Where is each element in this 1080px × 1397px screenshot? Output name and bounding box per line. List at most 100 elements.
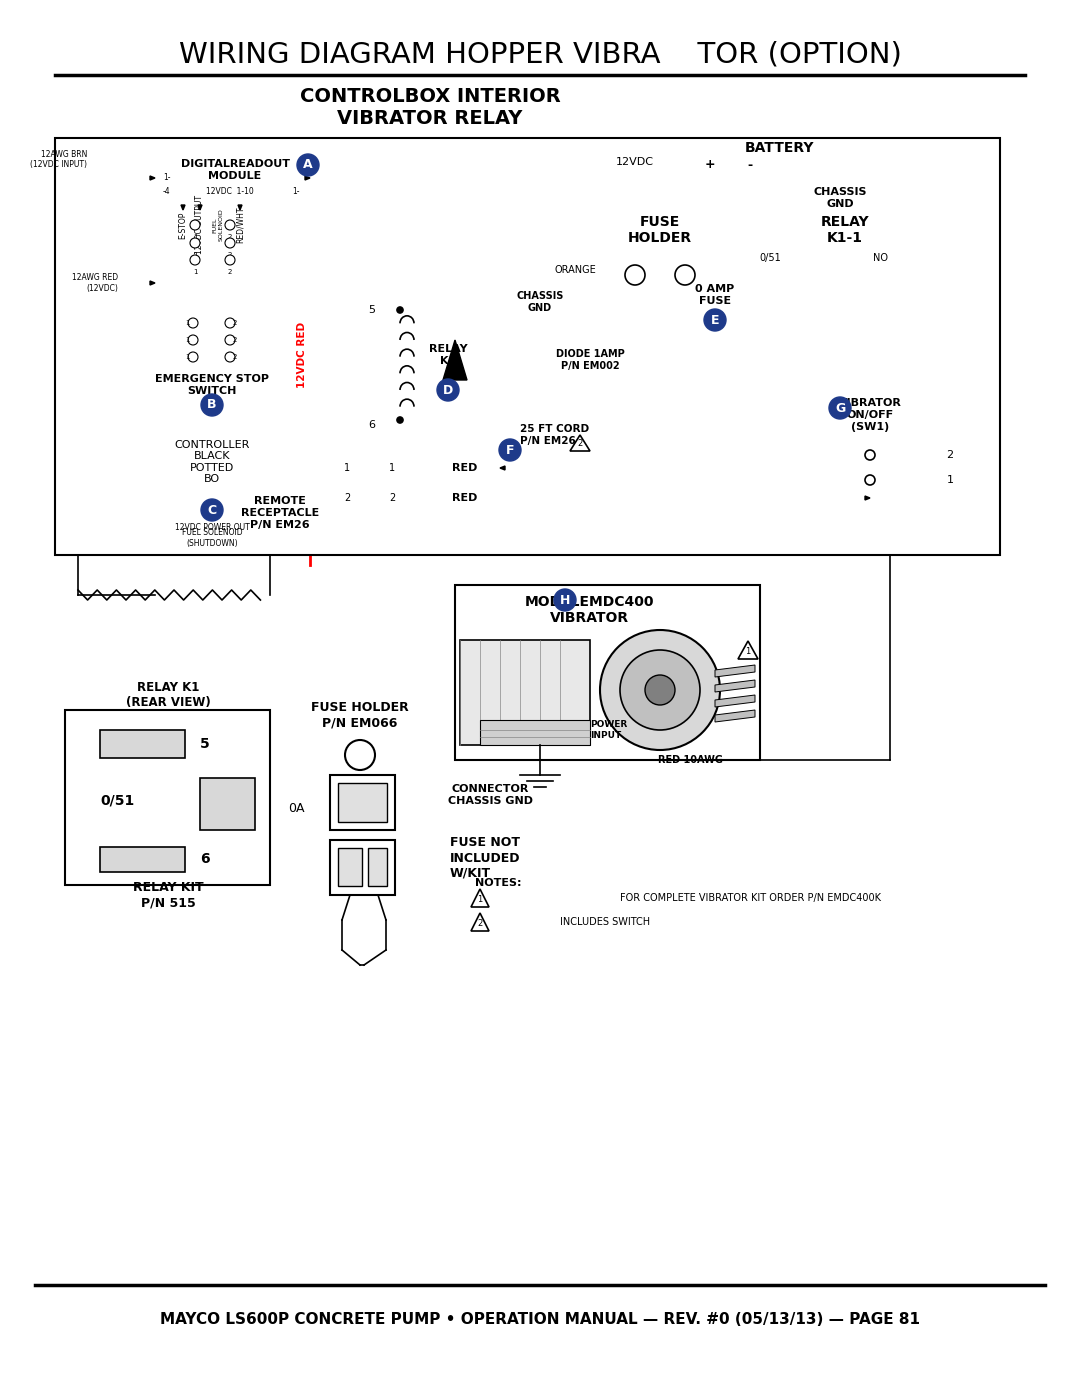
Bar bbox=[175, 313, 260, 380]
Polygon shape bbox=[715, 680, 755, 692]
Text: 1: 1 bbox=[192, 270, 198, 275]
Text: RED 10AWG: RED 10AWG bbox=[658, 754, 723, 766]
Circle shape bbox=[675, 265, 696, 285]
Text: 12VDC: 12VDC bbox=[616, 156, 654, 168]
Text: -: - bbox=[747, 158, 753, 172]
Text: POWER
INPUT: POWER INPUT bbox=[590, 721, 627, 739]
Circle shape bbox=[499, 439, 521, 461]
Text: 5: 5 bbox=[368, 305, 375, 314]
Circle shape bbox=[225, 219, 235, 231]
Text: 1: 1 bbox=[192, 251, 198, 258]
Text: NOTES:: NOTES: bbox=[475, 877, 522, 888]
Bar bbox=[460, 640, 590, 745]
Polygon shape bbox=[471, 888, 489, 907]
Bar bbox=[384, 295, 480, 434]
Circle shape bbox=[201, 499, 222, 521]
Circle shape bbox=[225, 335, 235, 345]
Polygon shape bbox=[443, 339, 467, 380]
Text: RELAY KIT
P/N 515: RELAY KIT P/N 515 bbox=[133, 882, 203, 909]
Text: 25 FT CORD
P/N EM26: 25 FT CORD P/N EM26 bbox=[519, 425, 589, 446]
Bar bbox=[156, 303, 268, 393]
Text: CONTROLBOX INTERIOR: CONTROLBOX INTERIOR bbox=[299, 88, 561, 106]
Polygon shape bbox=[181, 205, 185, 210]
Polygon shape bbox=[305, 176, 310, 180]
Polygon shape bbox=[150, 176, 156, 180]
Text: RED/WHT: RED/WHT bbox=[235, 207, 244, 243]
Text: 2: 2 bbox=[228, 235, 232, 240]
Text: RELAY
K1-1: RELAY K1-1 bbox=[821, 215, 869, 244]
Text: 0/51: 0/51 bbox=[759, 253, 781, 263]
Text: RED: RED bbox=[453, 493, 477, 503]
Text: 2: 2 bbox=[233, 320, 238, 326]
Polygon shape bbox=[471, 914, 489, 930]
Bar bbox=[680, 158, 760, 210]
Bar bbox=[330, 455, 415, 545]
Circle shape bbox=[345, 740, 375, 770]
Text: 0 AMP
FUSE: 0 AMP FUSE bbox=[696, 284, 734, 306]
Text: F: F bbox=[505, 443, 514, 457]
Polygon shape bbox=[715, 665, 755, 678]
Text: +: + bbox=[704, 158, 715, 172]
Text: BATTERY: BATTERY bbox=[745, 141, 814, 155]
Circle shape bbox=[188, 319, 198, 328]
Text: 2: 2 bbox=[233, 353, 238, 360]
Text: E: E bbox=[711, 313, 719, 327]
Polygon shape bbox=[238, 205, 242, 210]
Bar bbox=[338, 848, 362, 886]
Text: C: C bbox=[207, 503, 217, 517]
Bar bbox=[156, 420, 268, 545]
Bar bbox=[330, 775, 395, 830]
Text: 2: 2 bbox=[477, 919, 483, 929]
Text: FOR COMPLETE VIBRATOR KIT ORDER P/N EMDC400K: FOR COMPLETE VIBRATOR KIT ORDER P/N EMDC… bbox=[620, 893, 881, 902]
Text: EMERGENCY STOP
SWITCH: EMERGENCY STOP SWITCH bbox=[156, 374, 269, 395]
Text: 2: 2 bbox=[228, 270, 232, 275]
Circle shape bbox=[865, 450, 875, 460]
Polygon shape bbox=[715, 710, 755, 722]
Circle shape bbox=[225, 237, 235, 249]
Circle shape bbox=[397, 307, 403, 313]
Text: FUEL
SOLENOID: FUEL SOLENOID bbox=[213, 208, 224, 242]
Text: B: B bbox=[207, 398, 217, 412]
Circle shape bbox=[188, 352, 198, 362]
Text: CHASSIS
GND: CHASSIS GND bbox=[516, 291, 564, 313]
Bar bbox=[480, 719, 590, 745]
Text: 1: 1 bbox=[946, 475, 954, 485]
Text: FUSE
HOLDER: FUSE HOLDER bbox=[627, 215, 692, 244]
Text: RELAY K1
(REAR VIEW): RELAY K1 (REAR VIEW) bbox=[125, 680, 211, 710]
Text: INCLUDES SWITCH: INCLUDES SWITCH bbox=[561, 916, 650, 928]
Bar bbox=[156, 148, 320, 268]
Text: 1: 1 bbox=[389, 462, 395, 474]
Text: 6: 6 bbox=[368, 420, 375, 430]
Text: REMOTE
RECEPTACLE
P/N EM26: REMOTE RECEPTACLE P/N EM26 bbox=[241, 496, 319, 529]
Text: 12VDC  1-10: 12VDC 1-10 bbox=[206, 187, 254, 197]
Circle shape bbox=[625, 265, 645, 285]
Bar bbox=[455, 585, 760, 760]
Text: 2: 2 bbox=[389, 493, 395, 503]
Circle shape bbox=[201, 394, 222, 416]
Polygon shape bbox=[865, 496, 870, 500]
Circle shape bbox=[600, 630, 720, 750]
Text: CHASSIS
GND: CHASSIS GND bbox=[813, 187, 867, 208]
Text: RELAY
K1: RELAY K1 bbox=[429, 344, 468, 366]
Text: 1: 1 bbox=[477, 895, 483, 904]
Text: 1: 1 bbox=[343, 462, 350, 474]
Text: 1: 1 bbox=[186, 320, 190, 326]
Polygon shape bbox=[150, 281, 156, 285]
Text: 2: 2 bbox=[343, 493, 350, 503]
Text: 1: 1 bbox=[186, 353, 190, 360]
Text: 2: 2 bbox=[578, 440, 582, 448]
Text: G: G bbox=[835, 401, 846, 415]
Bar bbox=[330, 840, 395, 895]
Polygon shape bbox=[198, 205, 202, 210]
Polygon shape bbox=[715, 694, 755, 707]
Text: DIODE 1AMP
P/N EM002: DIODE 1AMP P/N EM002 bbox=[555, 349, 624, 370]
Text: CONNECTOR
CHASSIS GND: CONNECTOR CHASSIS GND bbox=[447, 784, 532, 806]
Text: 1: 1 bbox=[186, 337, 190, 344]
Bar bbox=[55, 138, 1000, 555]
Bar bbox=[338, 782, 387, 821]
Text: MODELEMDC400
VIBRATOR: MODELEMDC400 VIBRATOR bbox=[525, 595, 654, 624]
Text: WIRING DIAGRAM HOPPER VIBRA    TOR (OPTION): WIRING DIAGRAM HOPPER VIBRA TOR (OPTION) bbox=[178, 41, 902, 68]
Text: 2: 2 bbox=[233, 337, 238, 344]
Text: NO: NO bbox=[873, 253, 888, 263]
Circle shape bbox=[225, 256, 235, 265]
